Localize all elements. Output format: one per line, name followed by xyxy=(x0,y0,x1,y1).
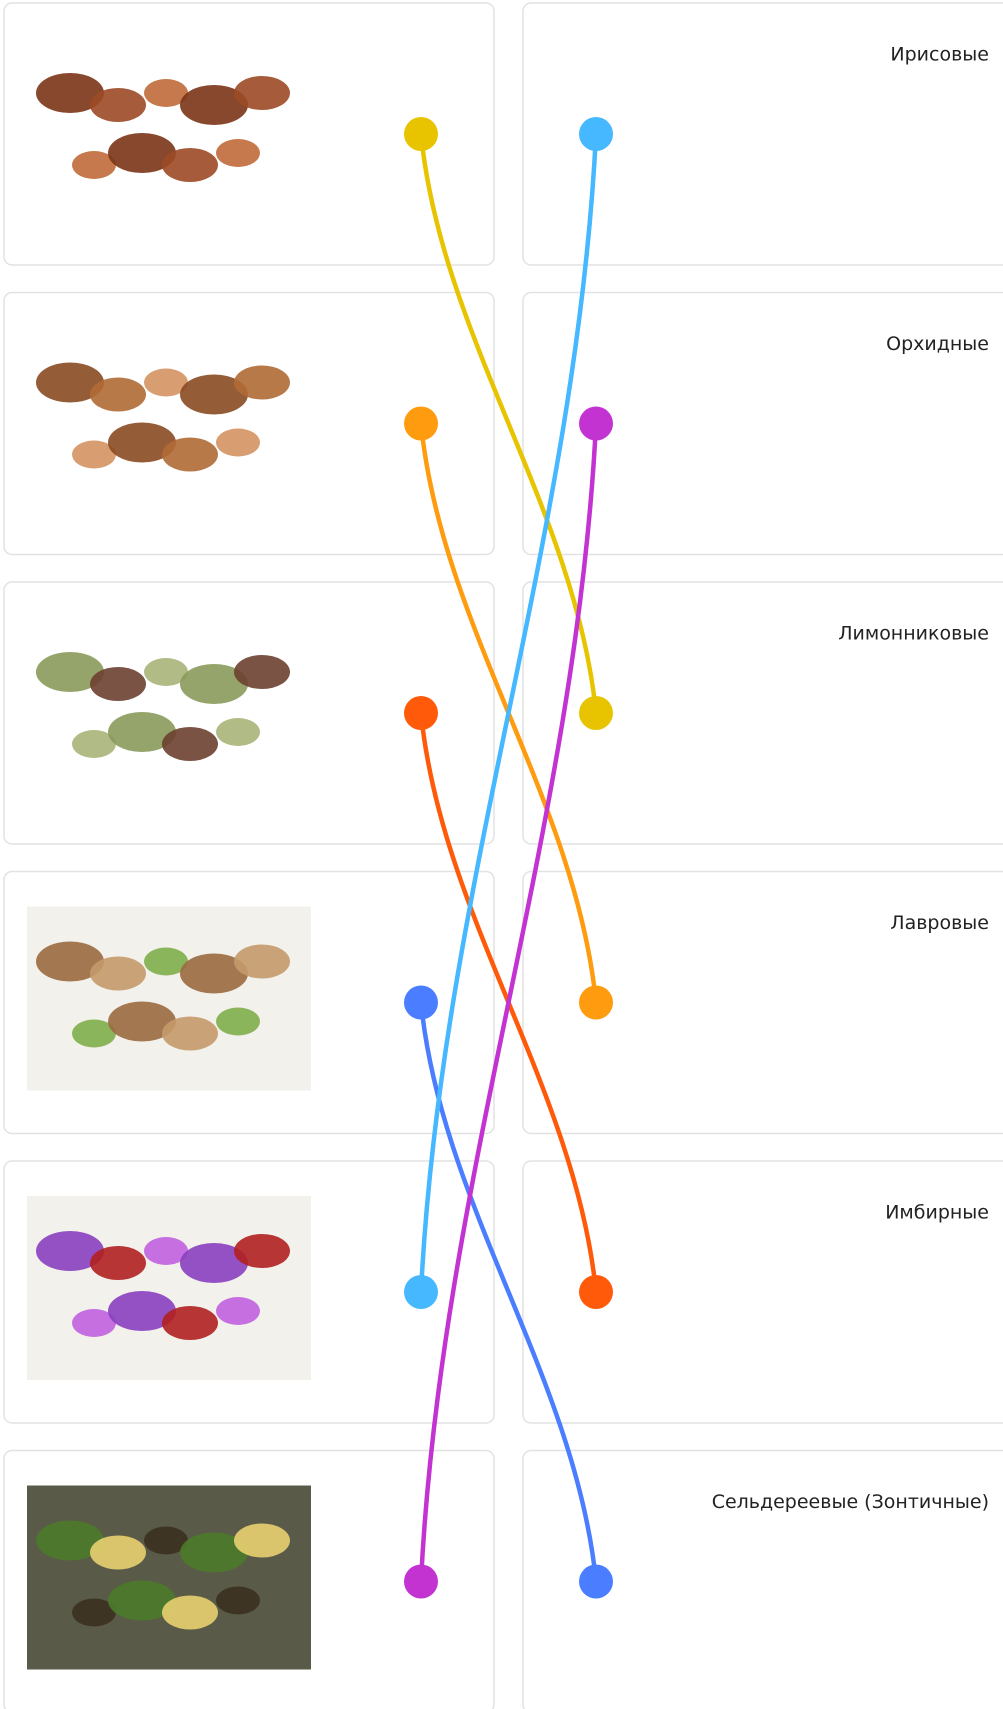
image-shape xyxy=(90,1536,146,1570)
right-dot[interactable] xyxy=(579,1565,613,1599)
right-dot[interactable] xyxy=(579,986,613,1020)
left-dot[interactable] xyxy=(404,696,438,730)
right-label: Лавровые xyxy=(890,912,989,934)
right-dot[interactable] xyxy=(579,1275,613,1309)
image-shape xyxy=(162,438,218,472)
right-dot[interactable] xyxy=(579,407,613,441)
image-shape xyxy=(216,718,260,746)
spice-image xyxy=(27,1196,311,1380)
right-label: Сельдереевые (Зонтичные) xyxy=(712,1491,989,1513)
left-dot[interactable] xyxy=(404,407,438,441)
image-shape xyxy=(90,378,146,412)
image-shape xyxy=(90,667,146,701)
image-shape xyxy=(216,1587,260,1615)
spice-image xyxy=(27,1486,311,1670)
image-shape xyxy=(162,1017,218,1051)
image-shape xyxy=(234,1524,290,1558)
right-label: Лимонниковые xyxy=(838,623,989,645)
image-shape xyxy=(216,1008,260,1036)
image-shape xyxy=(90,1246,146,1280)
left-dot[interactable] xyxy=(404,1275,438,1309)
right-label: Орхидные xyxy=(886,333,989,355)
image-shape xyxy=(162,1306,218,1340)
right-label: Ирисовые xyxy=(890,44,989,66)
left-dot[interactable] xyxy=(404,986,438,1020)
image-shape xyxy=(234,76,290,110)
image-shape xyxy=(234,655,290,689)
left-dot[interactable] xyxy=(404,117,438,151)
image-shape xyxy=(162,148,218,182)
image-shape xyxy=(90,957,146,991)
image-shape xyxy=(234,945,290,979)
image-shape xyxy=(234,1234,290,1268)
image-shape xyxy=(216,139,260,167)
image-shape xyxy=(216,429,260,457)
image-background xyxy=(27,1196,311,1380)
image-background xyxy=(27,1486,311,1670)
right-dot[interactable] xyxy=(579,117,613,151)
image-background xyxy=(27,907,311,1091)
image-shape xyxy=(90,88,146,122)
image-shape xyxy=(162,1596,218,1630)
image-shape xyxy=(216,1297,260,1325)
matching-exercise: Ирисовые Орхидные Лимонниковые Лавровые Имби… xyxy=(0,0,1003,1709)
left-dot[interactable] xyxy=(404,1565,438,1599)
right-label: Имбирные xyxy=(885,1202,989,1224)
image-shape xyxy=(162,727,218,761)
image-shape xyxy=(234,366,290,400)
right-dot[interactable] xyxy=(579,696,613,730)
spice-image xyxy=(27,907,311,1091)
